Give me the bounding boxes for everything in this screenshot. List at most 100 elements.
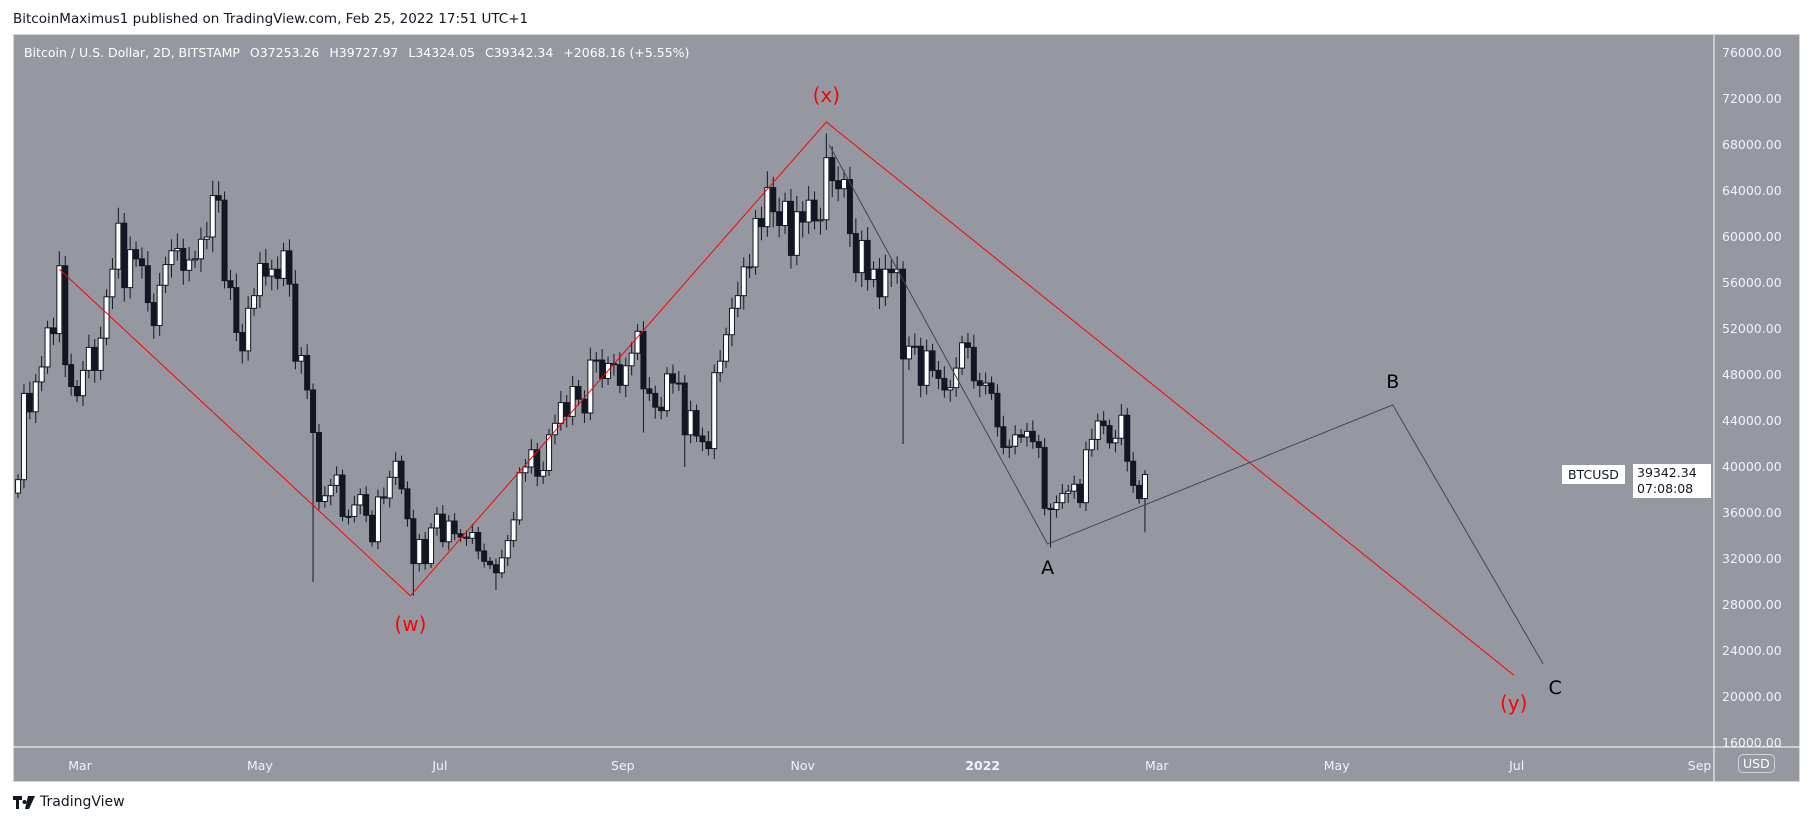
candle-up: [1141, 474, 1148, 500]
candle-up: [746, 266, 753, 269]
candle-down: [481, 550, 488, 562]
candle-up: [1118, 414, 1125, 439]
candle-up: [793, 211, 800, 256]
candle-down: [534, 449, 541, 477]
candle-up: [280, 250, 287, 279]
candle-down: [363, 494, 370, 516]
time-tick-label: May: [247, 758, 273, 773]
legend-high: H39727.97: [329, 45, 399, 60]
candle-up: [32, 381, 39, 413]
candle-up: [197, 238, 204, 260]
candle-up: [174, 248, 181, 252]
candle-up: [192, 258, 199, 261]
candle-up: [374, 496, 381, 543]
time-axis[interactable]: Mar May Jul Sep Nov 2022 Mar May Jul Sep: [68, 758, 1711, 773]
candle-up: [1059, 492, 1066, 504]
candle-down: [292, 283, 299, 362]
candle-down: [463, 536, 470, 539]
price-tick-label: 68000.00: [1722, 137, 1782, 152]
candle-up: [327, 484, 334, 497]
candle-down: [900, 268, 907, 360]
candle-up: [882, 268, 889, 298]
price-axis[interactable]: 76000.00 72000.00 68000.00 64000.00 60000.00…: [1722, 45, 1782, 750]
candle-up: [1082, 449, 1089, 504]
wave-label: C: [1549, 677, 1562, 699]
candle-down: [917, 345, 924, 386]
candle-up: [245, 307, 252, 352]
candle-up: [711, 372, 718, 450]
price-tick-label: 24000.00: [1722, 643, 1782, 658]
candle-down: [239, 331, 246, 352]
wave-label: (y): [1500, 691, 1527, 715]
candle-down: [1029, 430, 1036, 443]
candle-down: [286, 250, 293, 285]
candle-down: [1018, 434, 1025, 438]
candle-down: [941, 377, 948, 391]
footer-brand: TradingView: [40, 794, 125, 810]
candle-down: [681, 382, 688, 436]
candle-down: [799, 211, 806, 223]
wave-annotations[interactable]: (w) (x) (y) A B C: [59, 83, 1562, 715]
candle-down: [144, 265, 151, 304]
black-wave-line[interactable]: [828, 144, 1544, 665]
candle-up: [1006, 445, 1013, 448]
candle-up: [1094, 420, 1101, 440]
candle-down: [1136, 484, 1143, 500]
candle-up: [1071, 483, 1078, 492]
price-tick-label: 28000.00: [1722, 597, 1782, 612]
currency-badge[interactable]: USD: [1738, 754, 1775, 773]
candle-down: [1077, 483, 1084, 504]
candle-down: [616, 364, 623, 386]
candle-up: [103, 296, 110, 339]
candle-down: [50, 327, 57, 335]
candle-up: [734, 295, 741, 309]
candle-up: [127, 249, 134, 289]
candle-down: [705, 441, 712, 450]
candle-down: [227, 280, 234, 289]
candle-up: [44, 327, 51, 368]
candle-up: [56, 265, 63, 335]
price-tick-label: 60000.00: [1722, 229, 1782, 244]
candle-up: [498, 557, 505, 574]
candle-up: [168, 250, 175, 266]
candle-down: [404, 488, 411, 520]
wave-label: B: [1386, 371, 1399, 393]
candle-down: [699, 435, 706, 443]
red-wave-line[interactable]: [59, 121, 1515, 676]
candle-up: [675, 382, 682, 385]
candle-up: [416, 538, 423, 565]
candle-up: [469, 532, 476, 539]
candle-down: [62, 265, 69, 366]
price-tick-label: 16000.00: [1722, 735, 1782, 750]
candle-up: [923, 350, 930, 386]
candle-down: [91, 346, 98, 371]
candle-down: [215, 195, 222, 201]
candle-down: [994, 392, 1001, 428]
candle-down: [133, 249, 140, 260]
candle-up: [251, 295, 258, 309]
candle-down: [487, 560, 494, 566]
candle-up: [345, 515, 352, 518]
candle-down: [988, 382, 995, 394]
wave-label: (w): [394, 612, 426, 636]
candle-up: [38, 366, 45, 383]
time-tick-label: Jul: [1508, 758, 1524, 773]
time-tick-label: Sep: [611, 758, 635, 773]
candle-up: [740, 266, 747, 297]
candle-up: [628, 352, 635, 367]
price-tick-label: 32000.00: [1722, 551, 1782, 566]
candle-down: [310, 389, 317, 434]
candle-up: [522, 466, 529, 474]
tradingview-footer[interactable]: TradingView: [13, 794, 125, 810]
candle-down: [640, 330, 647, 390]
legend-low: L34324.05: [408, 45, 475, 60]
candle-up: [85, 346, 92, 371]
last-price-value: 39342.34: [1637, 465, 1697, 480]
price-tick-label: 20000.00: [1722, 689, 1782, 704]
candle-up: [782, 200, 789, 227]
candle-down: [439, 513, 446, 543]
candle-up: [504, 540, 511, 559]
last-price-label: 39342.34 07:08:08: [1633, 464, 1711, 498]
candle-up: [433, 513, 440, 529]
